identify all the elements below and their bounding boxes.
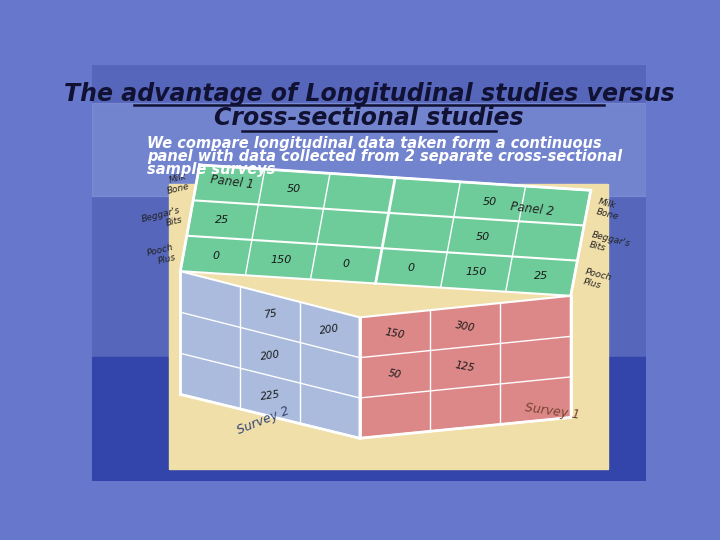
- Text: Milk
Bone: Milk Bone: [163, 172, 190, 197]
- Text: Beggar's
Bits: Beggar's Bits: [588, 231, 631, 259]
- Bar: [92, 294, 647, 314]
- Text: Cross-sectional studies: Cross-sectional studies: [214, 106, 524, 130]
- Bar: [92, 190, 647, 211]
- Bar: [92, 397, 647, 418]
- Text: 50: 50: [482, 197, 497, 207]
- Text: 150: 150: [271, 255, 292, 265]
- Polygon shape: [180, 165, 590, 296]
- Text: 0: 0: [408, 263, 415, 273]
- Text: 0: 0: [212, 251, 220, 260]
- Bar: [92, 231, 647, 252]
- Text: 150: 150: [384, 327, 405, 341]
- Text: 75: 75: [263, 309, 277, 320]
- Bar: [92, 460, 647, 481]
- Bar: [92, 168, 647, 190]
- Text: 0: 0: [343, 259, 350, 269]
- Bar: [92, 357, 647, 481]
- Text: 300: 300: [454, 320, 476, 333]
- Bar: [92, 314, 647, 335]
- Text: 225: 225: [259, 390, 281, 402]
- Text: 125: 125: [454, 361, 476, 374]
- Text: 200: 200: [259, 349, 281, 362]
- Text: Milk
Bone: Milk Bone: [595, 197, 622, 221]
- Bar: [92, 356, 647, 377]
- Text: 50: 50: [287, 184, 301, 194]
- Bar: [168, 184, 608, 469]
- Bar: [92, 273, 647, 294]
- Bar: [92, 106, 647, 127]
- Bar: [92, 211, 647, 231]
- Bar: [92, 252, 647, 273]
- Text: Panel 2: Panel 2: [510, 200, 554, 219]
- Text: Beggar's
Bits: Beggar's Bits: [140, 205, 184, 234]
- Bar: [92, 418, 647, 439]
- Text: 150: 150: [466, 267, 487, 277]
- Text: We compare longitudinal data taken form a continuous: We compare longitudinal data taken form …: [148, 136, 602, 151]
- Bar: [92, 65, 647, 85]
- Polygon shape: [360, 296, 571, 438]
- Bar: [92, 439, 647, 460]
- Text: 25: 25: [534, 271, 549, 281]
- Text: Pooch
Plus: Pooch Plus: [582, 267, 613, 293]
- Text: Survey 1: Survey 1: [524, 401, 580, 422]
- Text: The advantage of Longitudinal studies versus: The advantage of Longitudinal studies ve…: [63, 82, 675, 106]
- Text: Panel 1: Panel 1: [210, 173, 254, 192]
- Text: 200: 200: [320, 323, 341, 336]
- Text: 50: 50: [387, 368, 402, 380]
- Text: 50: 50: [476, 232, 490, 242]
- Bar: [92, 103, 647, 195]
- Polygon shape: [180, 271, 360, 438]
- Text: panel with data collected from 2 separate cross-sectional: panel with data collected from 2 separat…: [148, 148, 622, 164]
- Text: 25: 25: [215, 215, 230, 225]
- Bar: [92, 335, 647, 356]
- Text: Survey 2: Survey 2: [235, 404, 291, 437]
- Text: Pooch
Plus: Pooch Plus: [146, 242, 177, 268]
- Bar: [92, 85, 647, 106]
- Text: sample surveys: sample surveys: [148, 162, 276, 177]
- Bar: [92, 148, 647, 169]
- Bar: [92, 377, 647, 397]
- Bar: [92, 127, 647, 148]
